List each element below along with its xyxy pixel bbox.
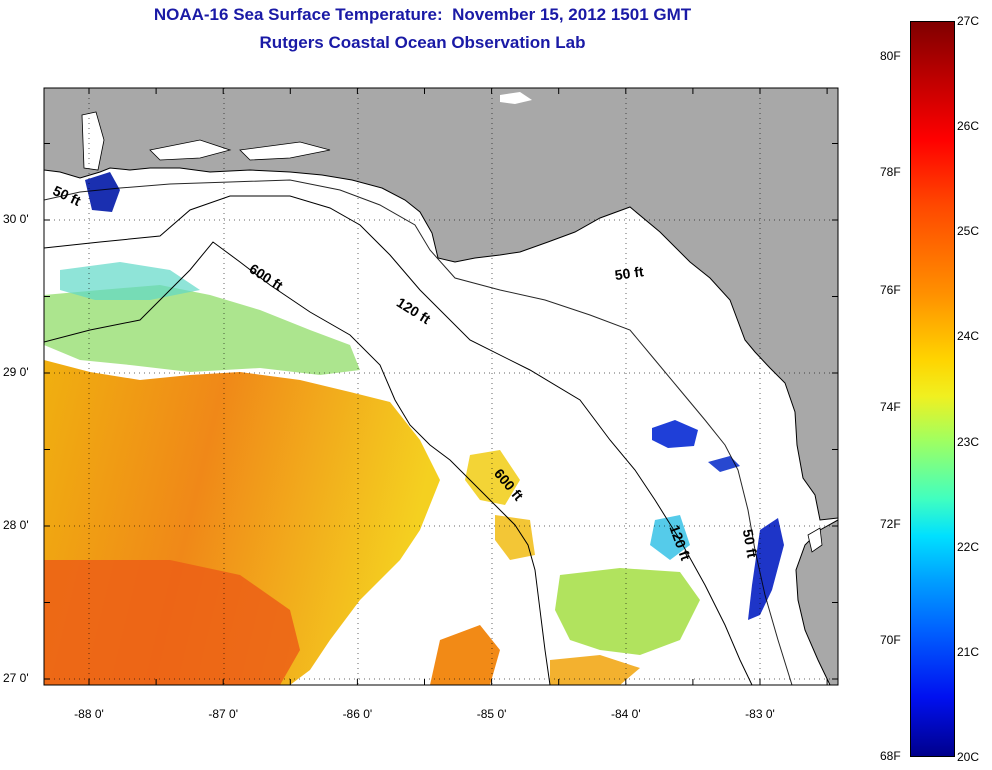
cool-band-inner [60, 262, 200, 300]
land-layer [44, 88, 838, 685]
lon-label: -84 0' [610, 707, 641, 721]
contour-label: 50 ft [614, 263, 645, 283]
blue-pensacola [85, 172, 120, 212]
colorbar-c-label: 27C [957, 14, 980, 28]
colorbar-f-label: 78F [880, 165, 901, 180]
south-warm-patch [430, 625, 500, 685]
lon-label: -83 0' [745, 707, 775, 721]
colorbar-c-label: 24C [957, 329, 980, 344]
colorbar-f-label: 76F [880, 283, 901, 298]
shelf-patch-south [550, 655, 640, 685]
contour-50ft [44, 179, 793, 685]
mobile-bay [81, 111, 105, 171]
colorbar-f-label: 80F [880, 49, 901, 63]
blue-blob-tampa [652, 420, 698, 448]
colorbar-c-label: 26C [957, 119, 980, 134]
map-title: NOAA-16 Sea Surface Temperature: Novembe… [153, 5, 692, 24]
isobaths [44, 179, 793, 685]
colorbar-f-label: 74F [880, 399, 901, 414]
cool-patch-mid [650, 515, 690, 560]
axis-ticks [44, 88, 838, 685]
lake-okeechobee [500, 92, 532, 104]
lat-label: 27 0' [3, 671, 29, 685]
lat-label: 29 0' [3, 365, 29, 379]
shelf-patch [555, 568, 700, 655]
colorbar-c-label: 20C [957, 750, 980, 764]
map-frame [43, 87, 839, 686]
colorbar-c-label: 23C [957, 434, 980, 449]
lon-label: -86 0' [342, 707, 373, 721]
contour-600ft [44, 241, 551, 685]
colorbar-f-label: 70F [880, 633, 901, 648]
colorbar-c-label: 21C [957, 644, 980, 659]
temperature-colorbar [910, 21, 955, 757]
cool-band-west [44, 285, 360, 375]
choctaw-bay [239, 141, 331, 161]
contour-label: 50 ft [740, 528, 761, 559]
blue-strip-coast [748, 518, 784, 620]
lat-label: 28 0' [3, 518, 29, 532]
tampa-bay [807, 527, 823, 553]
contour-120ft [44, 195, 753, 685]
map-subtitle: Rutgers Coastal Ocean Observation Lab [259, 33, 586, 52]
mid-patch-a [465, 450, 520, 505]
lon-label: -88 0' [74, 707, 104, 721]
sst-data-layer [44, 172, 784, 685]
colorbar-f-label: 68F [880, 749, 901, 763]
colorbar-c-label: 25C [957, 224, 980, 239]
pensacola-bay [149, 139, 232, 161]
lon-label: -87 0' [208, 707, 239, 721]
colorbar-c-label: 22C [957, 539, 980, 554]
colorbar-f-label: 72F [880, 516, 901, 531]
land-panhandle [44, 88, 838, 521]
lat-label: 30 0' [3, 212, 29, 226]
hot-core [44, 560, 300, 685]
blue-blob-small [708, 456, 740, 472]
lon-label: -85 0' [476, 707, 507, 721]
